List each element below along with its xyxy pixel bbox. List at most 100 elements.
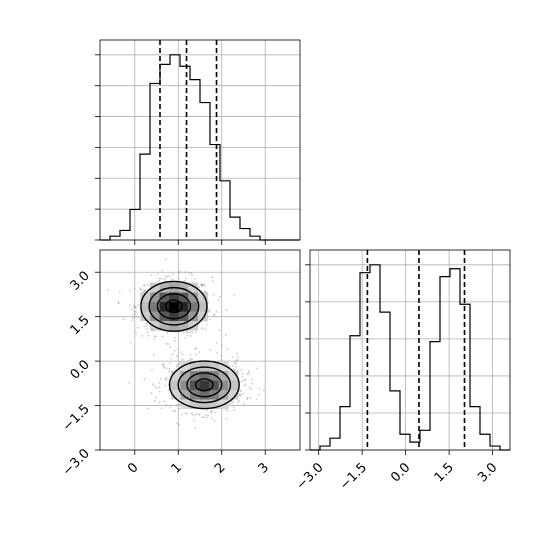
scatter-point	[194, 330, 197, 333]
scatter-point	[137, 304, 140, 306]
density-cell	[150, 311, 161, 322]
scatter-point	[131, 317, 134, 320]
scatter-point	[192, 419, 195, 422]
scatter-point	[232, 401, 234, 404]
scatter-point	[190, 412, 193, 415]
contour-1-1	[186, 372, 223, 398]
scatter-point	[201, 284, 204, 287]
scatter-point	[167, 379, 169, 382]
scatter-point	[156, 273, 159, 276]
scatter-point	[226, 348, 229, 351]
scatter-point	[249, 396, 251, 399]
scatter-point	[237, 401, 239, 404]
scatter-point	[160, 277, 163, 280]
density-cell	[218, 370, 229, 381]
scatter-point	[178, 277, 180, 280]
scatter-point	[231, 365, 234, 367]
scatter-point	[235, 359, 238, 362]
scatter-point	[246, 396, 249, 399]
density-cell	[188, 320, 199, 331]
scatter-point	[204, 414, 207, 417]
density-cell	[209, 399, 220, 410]
scatter-point	[155, 387, 158, 390]
scatter-point	[201, 327, 203, 330]
density-cell	[199, 361, 210, 372]
scatter-point	[163, 400, 166, 403]
scatter-point	[181, 353, 184, 356]
scatter-point	[225, 408, 227, 411]
scatter-point	[225, 417, 228, 420]
scatter-point	[178, 407, 181, 410]
hist-top-quantiles	[159, 40, 218, 240]
scatter-point	[165, 276, 168, 279]
density-cell	[140, 311, 151, 322]
scatter-point	[232, 294, 235, 296]
scatter-point	[183, 279, 186, 282]
scatter-point	[246, 373, 249, 376]
scatter-point	[176, 422, 178, 425]
scatter-point	[143, 289, 146, 292]
scatter-point	[173, 349, 176, 352]
scatter-point	[151, 369, 153, 371]
density-cell	[228, 389, 239, 400]
scatter-point	[163, 366, 165, 369]
scatter-point	[220, 358, 223, 361]
scatter-point	[142, 284, 145, 287]
density-cell	[180, 380, 191, 391]
scatter-point	[139, 287, 142, 290]
density-cell	[170, 370, 181, 381]
density-cell	[180, 389, 191, 400]
density-cell	[188, 282, 199, 293]
scatter-point	[247, 372, 250, 375]
scatter-point	[154, 396, 157, 399]
density-cell	[169, 301, 180, 312]
scatter-point	[255, 398, 258, 401]
scatter-point	[158, 277, 161, 280]
scatter-point	[117, 302, 120, 304]
scatter-point	[220, 344, 223, 347]
scatter-point	[212, 293, 215, 296]
scatter-point	[211, 276, 214, 279]
scatter-point	[243, 378, 245, 381]
hist-right-yticks	[305, 264, 310, 451]
scatter-point	[163, 278, 166, 281]
hist-top-frame	[99, 39, 301, 241]
scatter-point	[203, 416, 206, 419]
scatter-point	[160, 378, 162, 380]
scatter-point	[198, 413, 201, 416]
scatter-point	[195, 353, 198, 356]
scatter-point	[208, 310, 210, 312]
scatter-point	[189, 354, 192, 356]
scatter-point	[158, 401, 161, 404]
scatter-point	[174, 409, 177, 412]
scatter-point	[209, 348, 212, 351]
scatter-point	[143, 289, 146, 292]
hist-right-quantiles	[366, 250, 466, 450]
contour-0-3	[140, 280, 208, 332]
scatter-point	[228, 365, 231, 368]
density-cell	[159, 292, 170, 303]
scatter-point	[210, 411, 213, 414]
scatter-point	[128, 304, 131, 306]
scatter-point	[208, 308, 211, 311]
scatter-point	[191, 274, 193, 276]
scatter-point	[145, 322, 147, 325]
density-cell	[199, 380, 210, 391]
density-cell	[218, 389, 229, 400]
scatter-point	[169, 346, 172, 349]
scatter-point	[133, 310, 136, 313]
scatter-point	[178, 423, 180, 426]
scatter-point	[186, 334, 189, 337]
scatter-point	[224, 333, 227, 336]
scatter-point	[215, 311, 218, 313]
scatter-point	[164, 258, 167, 261]
scatter-point	[152, 383, 154, 386]
scatter-point	[241, 392, 244, 395]
scatter-point	[168, 275, 171, 278]
scatter-point	[229, 402, 232, 405]
scatter-point	[146, 284, 149, 287]
scatter-point	[135, 306, 138, 309]
scatter-point	[172, 409, 175, 412]
density-cell	[169, 311, 180, 322]
scatter-point	[184, 337, 187, 340]
